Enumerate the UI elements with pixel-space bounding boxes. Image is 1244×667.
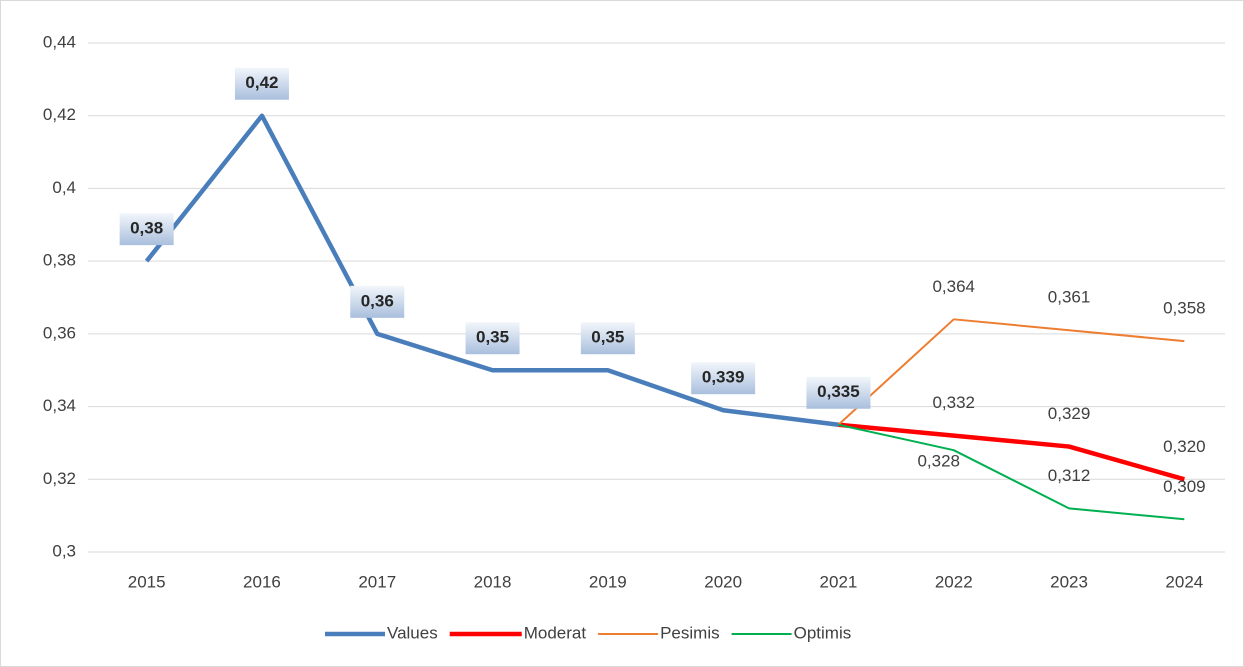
value-label: 0,358 (1163, 299, 1206, 318)
value-label-box (691, 362, 756, 395)
legend-label: Moderat (524, 623, 587, 642)
value-label: 0,332 (932, 393, 975, 412)
value-label-box (119, 213, 174, 246)
x-tick-label: 2024 (1165, 572, 1203, 591)
y-tick-label: 0,36 (43, 323, 76, 342)
value-label: 0,339 (702, 368, 745, 387)
y-tick-label: 0,4 (52, 178, 76, 197)
line-series (144, 113, 839, 427)
line-series (838, 423, 1185, 521)
value-label-box (234, 67, 289, 100)
x-tick-label: 2018 (474, 572, 512, 591)
value-label: 0,328 (917, 452, 960, 471)
value-label: 0,35 (591, 328, 624, 347)
y-tick-label: 0,34 (43, 396, 76, 415)
value-label: 0,312 (1048, 466, 1091, 485)
value-label: 0,320 (1163, 437, 1206, 456)
value-label: 0,42 (245, 73, 278, 92)
value-label-box (806, 376, 871, 409)
x-tick-label: 2017 (358, 572, 396, 591)
x-tick-label: 2015 (128, 572, 166, 591)
value-label: 0,364 (932, 277, 975, 296)
value-label: 0,35 (476, 328, 509, 347)
x-tick-label: 2020 (704, 572, 742, 591)
legend-label: Pesimis (660, 623, 720, 642)
value-label-box (350, 285, 405, 318)
x-tick-label: 2016 (243, 572, 281, 591)
y-tick-label: 0,38 (43, 251, 76, 270)
y-tick-label: 0,32 (43, 469, 76, 488)
line-series (837, 318, 1185, 426)
value-label-box (580, 322, 635, 355)
value-label: 0,38 (130, 219, 163, 238)
x-tick-label: 2019 (589, 572, 627, 591)
y-tick-label: 0,42 (43, 105, 76, 124)
value-label: 0,361 (1048, 288, 1091, 307)
y-tick-label: 0,44 (43, 32, 76, 51)
value-label-box (465, 322, 520, 355)
legend-label: Optimis (794, 623, 852, 642)
value-label: 0,329 (1048, 404, 1091, 423)
line-series (838, 422, 1185, 482)
y-tick-label: 0,3 (52, 541, 76, 560)
x-tick-label: 2023 (1050, 572, 1088, 591)
x-tick-label: 2021 (820, 572, 858, 591)
value-label: 0,36 (361, 291, 394, 310)
value-label: 0,335 (817, 382, 860, 401)
value-label: 0,309 (1163, 477, 1206, 496)
legend-label: Values (387, 623, 438, 642)
x-tick-label: 2022 (935, 572, 973, 591)
